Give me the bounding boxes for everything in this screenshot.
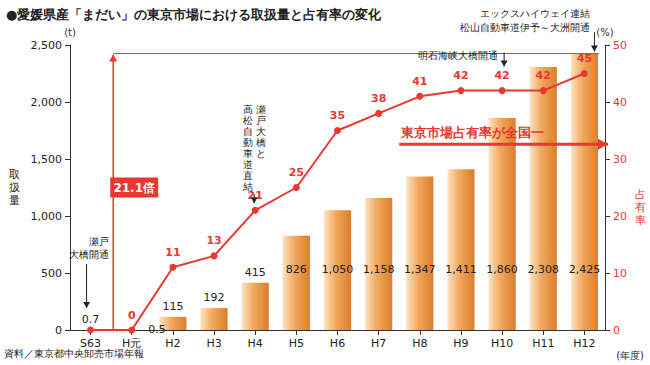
svg-text:H10: H10 bbox=[491, 337, 513, 350]
svg-text:11: 11 bbox=[165, 246, 180, 259]
svg-text:192: 192 bbox=[204, 291, 225, 304]
svg-text:0: 0 bbox=[55, 324, 62, 337]
svg-text:40: 40 bbox=[613, 96, 627, 109]
svg-text:量: 量 bbox=[9, 194, 20, 207]
svg-text:瀬戸: 瀬戸 bbox=[89, 236, 109, 247]
svg-text:H11: H11 bbox=[532, 337, 554, 350]
svg-text:(年度): (年度) bbox=[616, 350, 644, 361]
svg-text:50: 50 bbox=[613, 39, 627, 52]
svg-text:0.7: 0.7 bbox=[82, 313, 100, 326]
svg-text:21.1倍: 21.1倍 bbox=[113, 181, 155, 195]
svg-text:25: 25 bbox=[289, 166, 304, 179]
svg-text:瀬: 瀬 bbox=[256, 104, 266, 115]
svg-text:42: 42 bbox=[494, 69, 509, 82]
svg-text:H3: H3 bbox=[206, 337, 221, 350]
svg-text:自: 自 bbox=[243, 126, 253, 137]
svg-text:結: 結 bbox=[242, 181, 253, 192]
svg-text:占: 占 bbox=[635, 188, 646, 201]
svg-text:500: 500 bbox=[41, 267, 62, 280]
svg-text:13: 13 bbox=[206, 234, 221, 247]
svg-text:1,347: 1,347 bbox=[404, 263, 436, 276]
svg-text:42: 42 bbox=[536, 69, 551, 82]
svg-text:0: 0 bbox=[613, 324, 620, 337]
svg-text:エックスハイウェイ連結: エックスハイウェイ連結 bbox=[480, 8, 590, 19]
svg-text:大橋開通: 大橋開通 bbox=[69, 249, 109, 260]
svg-text:1,860: 1,860 bbox=[486, 263, 517, 276]
svg-text:車: 車 bbox=[243, 148, 253, 159]
svg-text:H8: H8 bbox=[412, 337, 427, 350]
svg-text:20: 20 bbox=[613, 210, 627, 223]
svg-text:2,500: 2,500 bbox=[31, 39, 63, 52]
svg-text:橋: 橋 bbox=[256, 137, 266, 148]
svg-text:直: 直 bbox=[243, 170, 253, 181]
svg-text:(%): (%) bbox=[596, 27, 613, 38]
svg-text:1,050: 1,050 bbox=[322, 263, 354, 276]
svg-text:明石海峡大橋開通: 明石海峡大橋開通 bbox=[418, 50, 498, 61]
svg-text:10: 10 bbox=[613, 267, 627, 280]
svg-text:S63: S63 bbox=[80, 337, 102, 350]
svg-text:東京市場占有率が全国一: 東京市場占有率が全国一 bbox=[400, 125, 544, 140]
svg-text:道: 道 bbox=[243, 159, 253, 170]
svg-text:松山自動車道伊予～大洲開通: 松山自動車道伊予～大洲開通 bbox=[460, 22, 590, 33]
svg-text:38: 38 bbox=[371, 92, 386, 105]
svg-text:41: 41 bbox=[412, 75, 427, 88]
svg-text:1,158: 1,158 bbox=[363, 263, 395, 276]
svg-text:H4: H4 bbox=[248, 337, 263, 350]
svg-text:と: と bbox=[256, 148, 266, 159]
svg-text:松: 松 bbox=[243, 115, 253, 126]
svg-text:826: 826 bbox=[286, 263, 307, 276]
svg-text:0.5: 0.5 bbox=[148, 323, 166, 336]
svg-text:42: 42 bbox=[453, 69, 468, 82]
svg-text:2,000: 2,000 bbox=[31, 96, 63, 109]
svg-text:(t): (t) bbox=[64, 27, 76, 38]
svg-text:大: 大 bbox=[256, 126, 266, 137]
svg-text:115: 115 bbox=[162, 300, 183, 313]
svg-text:動: 動 bbox=[243, 137, 253, 148]
svg-text:2,308: 2,308 bbox=[528, 263, 560, 276]
svg-text:H6: H6 bbox=[330, 337, 345, 350]
svg-text:●愛媛県産「まだい」の東京市場における取扱量と占有率の変化: ●愛媛県産「まだい」の東京市場における取扱量と占有率の変化 bbox=[6, 7, 382, 22]
svg-text:H9: H9 bbox=[453, 337, 468, 350]
svg-text:35: 35 bbox=[330, 109, 345, 122]
svg-text:H12: H12 bbox=[573, 337, 595, 350]
svg-text:1,000: 1,000 bbox=[31, 210, 63, 223]
svg-text:21: 21 bbox=[247, 188, 263, 202]
svg-text:取: 取 bbox=[9, 168, 20, 181]
svg-text:H元: H元 bbox=[122, 337, 142, 350]
svg-text:1,411: 1,411 bbox=[445, 263, 477, 276]
svg-text:扱: 扱 bbox=[9, 181, 20, 194]
svg-text:H2: H2 bbox=[165, 337, 180, 350]
svg-text:45: 45 bbox=[576, 52, 593, 65]
svg-text:高: 高 bbox=[243, 104, 253, 115]
svg-text:戸: 戸 bbox=[256, 115, 266, 126]
svg-text:H7: H7 bbox=[371, 337, 386, 350]
svg-text:2,425: 2,425 bbox=[569, 263, 601, 276]
svg-text:415: 415 bbox=[245, 266, 266, 279]
svg-text:率: 率 bbox=[635, 214, 646, 227]
svg-text:1,500: 1,500 bbox=[31, 153, 63, 166]
svg-text:有: 有 bbox=[635, 201, 646, 214]
svg-text:0: 0 bbox=[128, 309, 136, 322]
svg-text:資料／東京都中央卸売市場年報: 資料／東京都中央卸売市場年報 bbox=[4, 348, 144, 359]
svg-text:H5: H5 bbox=[289, 337, 304, 350]
svg-text:30: 30 bbox=[613, 153, 627, 166]
